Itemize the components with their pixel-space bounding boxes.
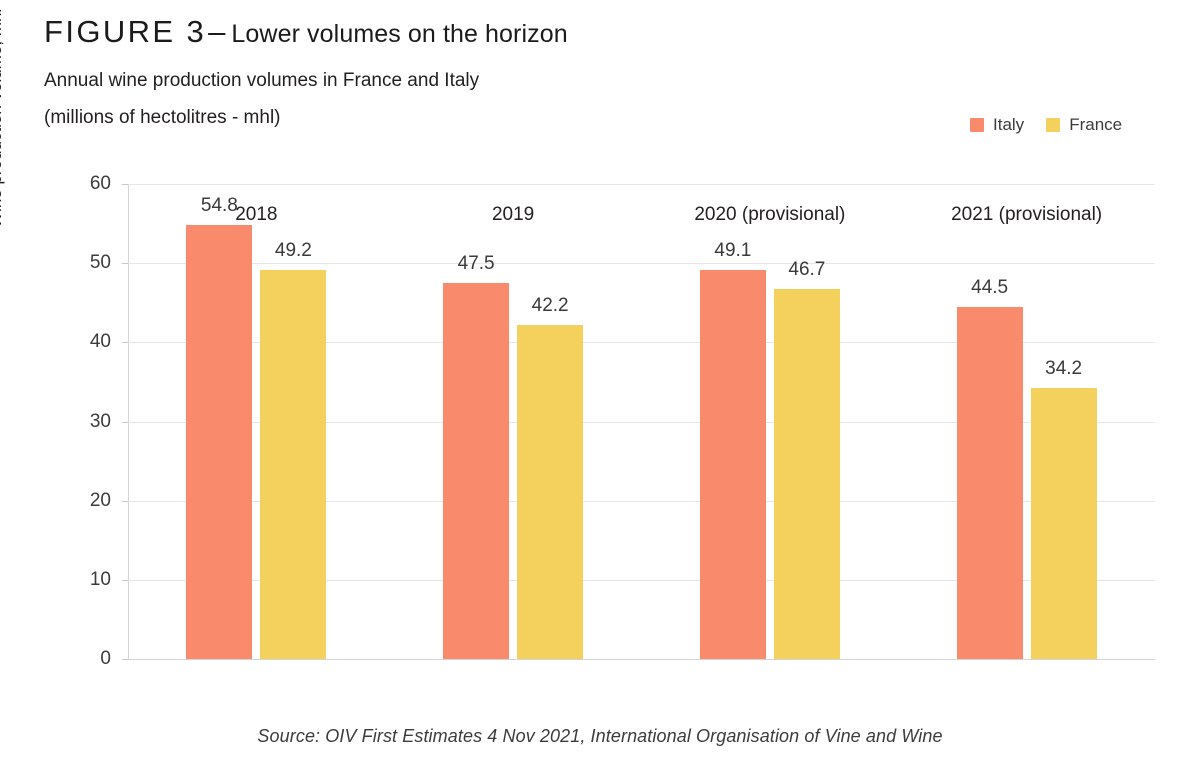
y-tick-label: 50 <box>89 252 111 274</box>
gridline-10 <box>128 579 1155 581</box>
subtitle-line-1: Annual wine production volumes in France… <box>44 70 480 91</box>
bar-value-label: 42.2 <box>531 294 569 316</box>
bar-italy-2[interactable] <box>699 270 766 659</box>
y-tick-mark-40 <box>122 342 128 344</box>
y-tick-label: 60 <box>89 173 111 194</box>
gridline-60 <box>128 184 1155 185</box>
bar-value-label: 49.1 <box>714 240 752 262</box>
chart-plot-wrapper: Wine production volume, mhl 0 10 20 30 40 50 6… <box>0 8 1155 669</box>
bar-value-label: 44.5 <box>971 276 1009 298</box>
subtitle-line-2: (millions of hectolitres - mhl) <box>44 107 281 128</box>
y-tick-mark-0 <box>122 659 128 660</box>
legend-label: France <box>1069 115 1123 134</box>
legend-item-italy[interactable]: Italy <box>970 116 1024 133</box>
title-dash: – <box>208 14 226 49</box>
bar-value-label: 46.7 <box>788 259 826 281</box>
x-axis-category-label: 2020 (provisional) <box>694 204 846 225</box>
y-tick-label: 10 <box>89 568 111 590</box>
gridline-20 <box>128 500 1155 502</box>
y-tick-label: 30 <box>89 410 111 432</box>
y-tick-label: 40 <box>89 331 111 353</box>
bar-italy-1[interactable] <box>443 282 510 659</box>
y-tick-mark-10 <box>122 579 128 581</box>
bar-value-label: 54.8 <box>200 195 238 217</box>
bar-italy-3[interactable] <box>956 306 1023 659</box>
legend-item-france[interactable]: France <box>1046 116 1122 133</box>
figure-number: FIGURE 3 <box>44 14 207 49</box>
y-tick-mark-60 <box>122 184 128 185</box>
y-tick-mark-20 <box>122 500 128 502</box>
bar-france-3[interactable] <box>1030 388 1097 659</box>
legend-swatch-icon <box>1046 117 1061 132</box>
bar-value-label: 34.2 <box>1045 358 1083 380</box>
gridline-40 <box>128 342 1155 344</box>
bar-value-label: 49.2 <box>274 239 312 261</box>
bar-italy-0[interactable] <box>186 225 253 659</box>
figure-title-text: Lower volumes on the horizon <box>231 20 568 48</box>
legend-swatch-icon <box>970 117 984 132</box>
y-tick-label: 0 <box>100 648 111 669</box>
y-tick-mark-50 <box>122 263 128 265</box>
legend-label: Italy <box>993 115 1025 134</box>
x-axis-category-label: 2019 <box>491 204 535 225</box>
bar-value-label: 47.5 <box>457 252 495 274</box>
plot-area: 0 10 20 30 40 50 60 54.8 49.2 2018 47.5 42.2 2019 49.… <box>90 173 1155 669</box>
gridline-0 <box>128 659 1155 660</box>
bar-france-2[interactable] <box>773 289 840 659</box>
y-tick-label: 20 <box>89 489 111 511</box>
gridline-30 <box>128 421 1155 423</box>
source-note: Source: OIV First Estimates 4 Nov 2021, … <box>257 726 943 746</box>
bar-france-1[interactable] <box>517 324 584 659</box>
page-title: FIGURE 3– Lower volumes on the horizon <box>44 14 568 50</box>
y-axis-title: Wine production volume, mhl <box>0 8 5 228</box>
x-axis-category-label: 2021 (provisional) <box>951 204 1103 225</box>
x-axis-category-label: 2018 <box>235 204 278 225</box>
chart-legend: Italy France <box>970 116 1122 133</box>
gridline-50 <box>128 263 1155 265</box>
y-tick-mark-30 <box>122 421 128 423</box>
bar-france-0[interactable] <box>260 269 327 659</box>
